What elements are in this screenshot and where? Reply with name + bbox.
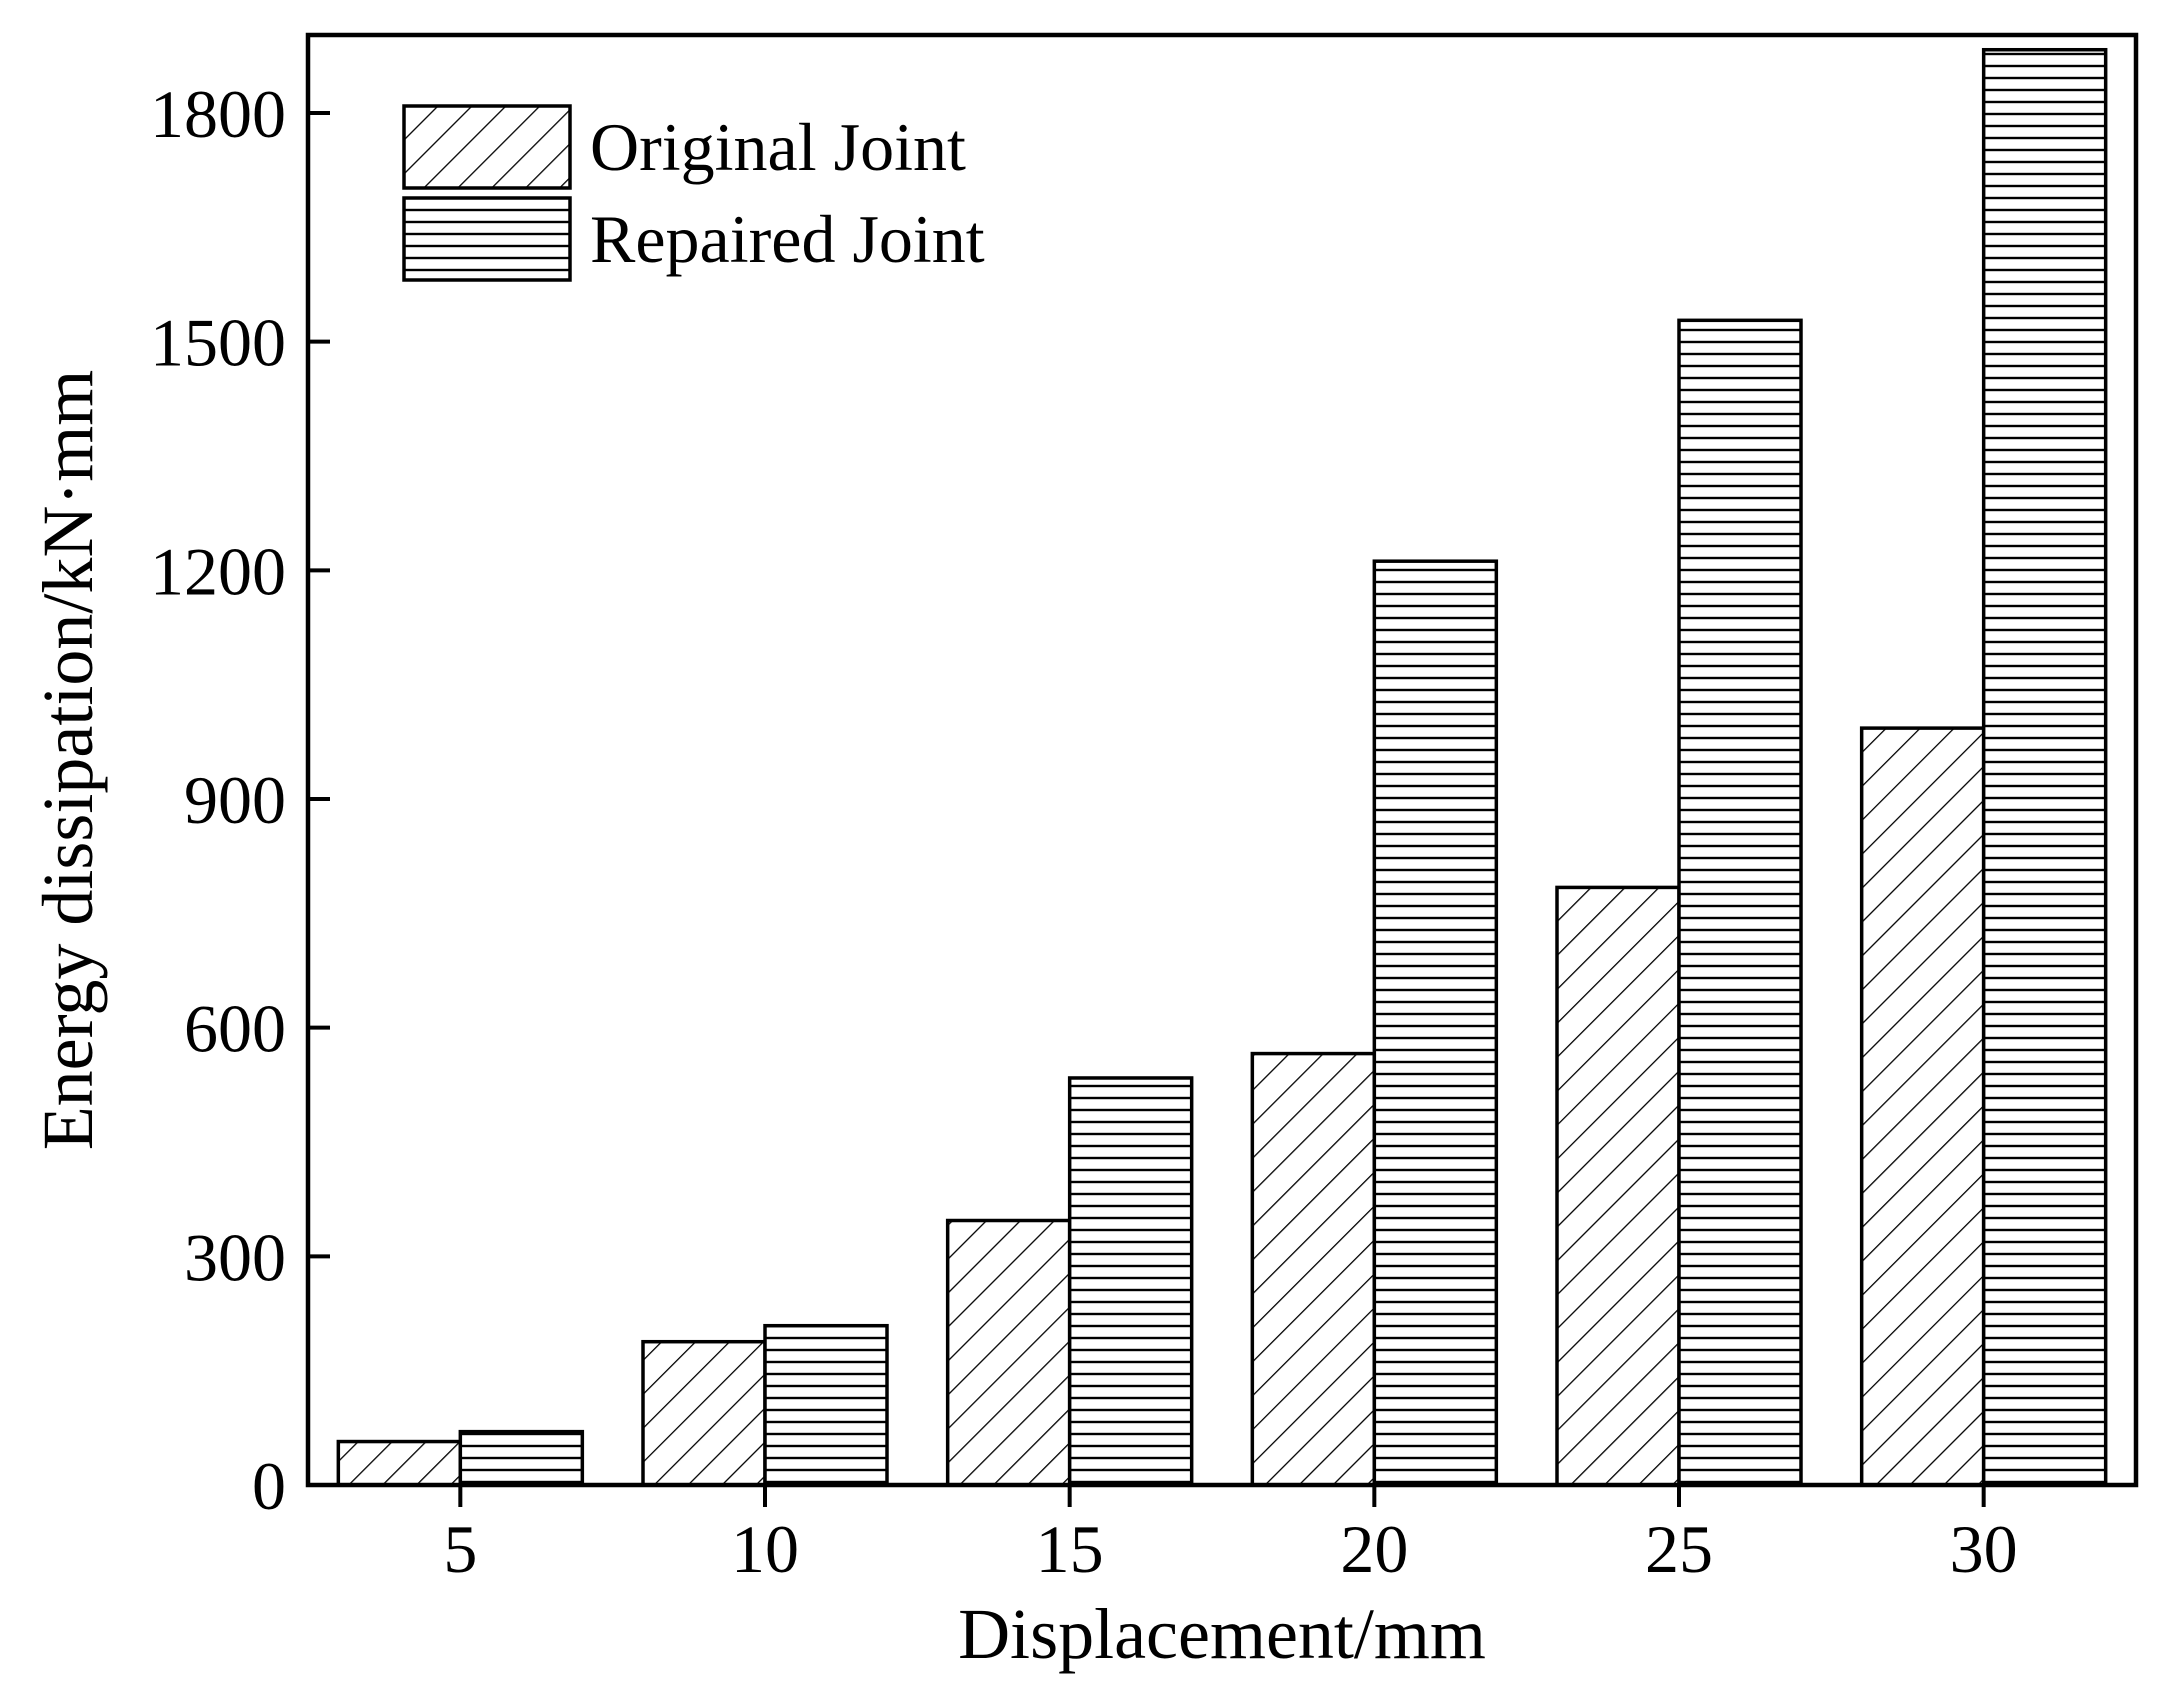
x-axis-ticks: 5 10 15 20 25 30 [443,1485,2018,1587]
y-tick-label: 900 [184,762,286,838]
y-tick-label: 1800 [150,76,286,152]
bar-original-20 [1250,1051,1377,1487]
y-tick-label: 1500 [150,305,286,381]
plot-frame [305,32,2139,1488]
x-tick-label: 25 [1645,1511,1713,1587]
legend-label-original: Original Joint [590,109,966,185]
y-tick-label: 0 [252,1448,286,1524]
bar-repaired-25 [1677,318,1803,1487]
x-axis-label: Displacement/mm [958,1594,1486,1674]
bar-repaired-20 [1372,559,1499,1487]
legend: Original Joint Repaired Joint [402,104,985,282]
y-tick-label: 600 [184,991,286,1067]
y-axis-label: Energy dissipation/kN·mm [28,370,108,1151]
bar-original-5 [336,1439,463,1487]
bar-original-30 [1859,726,1986,1487]
x-tick-label: 30 [1950,1511,2018,1587]
bar-original-15 [945,1218,1072,1487]
y-axis-ticks: 0 300 600 900 1200 1500 1800 [150,76,330,1524]
legend-label-repaired: Repaired Joint [590,201,985,277]
bar-original-25 [1555,885,1681,1487]
bar-repaired-15 [1067,1076,1194,1487]
x-tick-label: 15 [1036,1511,1104,1587]
x-tick-label: 5 [443,1511,477,1587]
legend-swatch-original [402,104,572,190]
x-tick-label: 20 [1340,1511,1408,1587]
bars-group [336,47,2108,1487]
bar-original-10 [641,1339,767,1487]
legend-swatch-repaired [402,196,572,282]
bar-repaired-5 [458,1429,585,1487]
bar-repaired-10 [763,1323,889,1487]
y-tick-label: 1200 [150,533,286,609]
bar-repaired-30 [1981,47,2108,1487]
x-tick-label: 10 [731,1511,799,1587]
y-tick-label: 300 [184,1219,286,1295]
